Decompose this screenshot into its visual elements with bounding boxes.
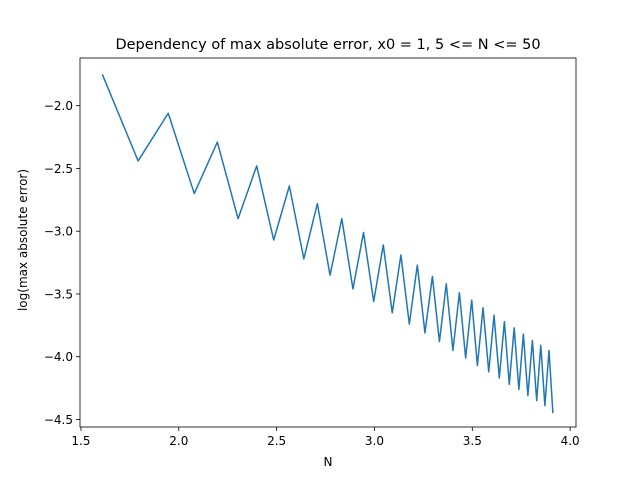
y-axis: −4.5 −4.0 −3.5 −3.0 −2.5 −2.0 bbox=[44, 99, 80, 427]
x-axis: 1.5 2.0 2.5 3.0 3.5 4.0 bbox=[71, 427, 580, 448]
x-tick-label: 3.5 bbox=[463, 434, 482, 448]
series-line-0 bbox=[101, 74, 554, 414]
y-tick-label: −4.0 bbox=[44, 350, 73, 364]
x-tick-label: 4.0 bbox=[561, 434, 580, 448]
y-tick-label: −3.0 bbox=[44, 225, 73, 239]
y-axis-label: log(max absolute error) bbox=[16, 169, 30, 311]
x-tick-label: 2.5 bbox=[267, 434, 286, 448]
y-tick-label: −3.5 bbox=[44, 287, 73, 301]
y-tick-label: −2.5 bbox=[44, 162, 73, 176]
x-tick-label: 3.0 bbox=[365, 434, 384, 448]
chart-title: Dependency of max absolute error, x0 = 1… bbox=[115, 37, 540, 53]
plot-frame bbox=[79, 57, 577, 428]
plot-area bbox=[79, 57, 577, 428]
x-tick-label: 1.5 bbox=[71, 434, 90, 448]
x-tick-label: 2.0 bbox=[169, 434, 188, 448]
y-tick-label: −2.0 bbox=[44, 99, 73, 113]
y-tick-label: −4.5 bbox=[44, 413, 73, 427]
x-axis-label: N bbox=[324, 455, 333, 469]
